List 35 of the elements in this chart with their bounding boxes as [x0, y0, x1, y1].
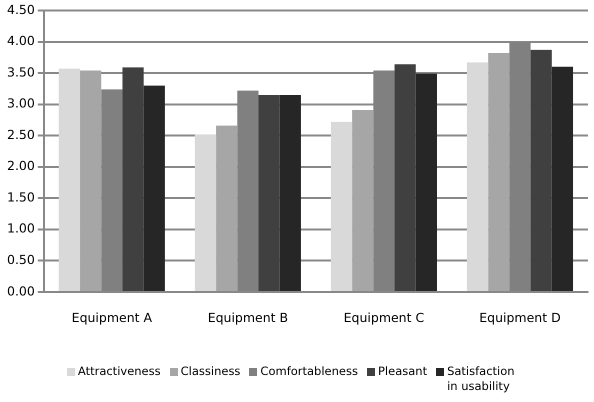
- legend-label: Satisfaction in usability: [447, 364, 516, 394]
- bar: [330, 122, 352, 291]
- bar: [416, 74, 437, 291]
- bar: [80, 70, 102, 291]
- bar: [258, 94, 280, 291]
- y-tick-label: 3.00: [6, 96, 35, 111]
- bar: [488, 53, 510, 291]
- bar: [122, 67, 144, 291]
- x-tick-label: Equipment C: [344, 310, 424, 325]
- y-tick-label: 2.00: [6, 158, 35, 174]
- x-tick-label: Equipment A: [72, 310, 152, 325]
- x-tick-label: Equipment B: [208, 310, 288, 325]
- bar: [530, 50, 552, 291]
- bar: [552, 66, 574, 291]
- x-tick-label: Equipment D: [479, 310, 561, 325]
- y-tick-label: 4.50: [6, 2, 35, 17]
- legend-label: Classiness: [180, 364, 240, 379]
- bar: [394, 64, 416, 291]
- bar: [352, 110, 374, 291]
- legend-label: Attractiveness: [78, 364, 161, 379]
- legend-label: Pleasant: [378, 364, 428, 379]
- y-tick-label: 0.50: [6, 252, 35, 267]
- bar: [194, 134, 216, 291]
- bar: [216, 126, 238, 291]
- bar: [58, 68, 80, 291]
- y-tick-label: 4.00: [6, 33, 35, 48]
- y-tick-label: 1.00: [6, 220, 35, 236]
- bar: [280, 94, 301, 291]
- y-tick-label: 1.50: [6, 189, 35, 204]
- bar: [144, 86, 165, 291]
- y-tick-label: 0.00: [6, 283, 35, 298]
- legend-label: Comfortableness: [260, 364, 358, 379]
- y-tick-label: 3.50: [6, 64, 35, 80]
- bar: [466, 62, 488, 291]
- y-tick-label: 2.50: [6, 126, 35, 142]
